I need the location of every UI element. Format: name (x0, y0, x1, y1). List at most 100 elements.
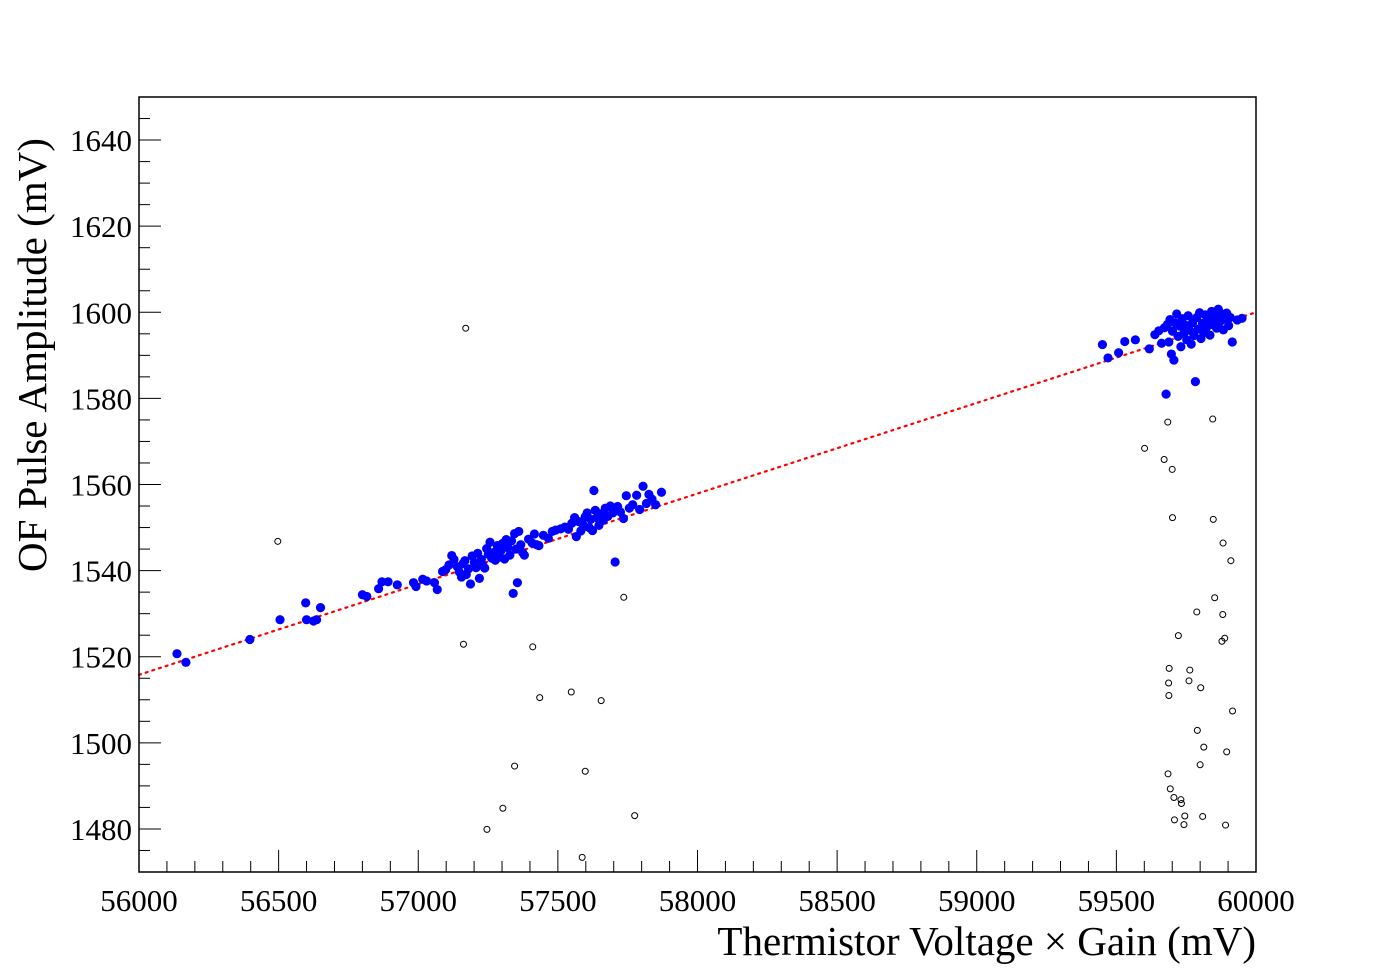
rejected-point (483, 825, 491, 833)
y-tick-label: 1600 (70, 295, 132, 330)
selected-point (429, 578, 440, 588)
selected-point (301, 598, 311, 608)
rejected-point (1209, 415, 1217, 423)
selected-point (1224, 321, 1234, 331)
selected-point (373, 584, 384, 594)
rejected-point (499, 804, 507, 812)
rejected-point (1164, 770, 1172, 778)
selected-point (635, 504, 645, 515)
rejected-point (1221, 634, 1229, 642)
selected-point (301, 615, 312, 625)
selected-point (1190, 376, 1201, 387)
y-tick-label: 1620 (70, 209, 132, 244)
selected-point (1114, 348, 1124, 358)
selected-point (172, 649, 182, 659)
x-tick-label: 60000 (1217, 883, 1295, 918)
x-tick-label: 58000 (659, 883, 737, 918)
rejected-point (462, 324, 470, 332)
rejected-point (1196, 761, 1204, 769)
y-axis-tick-labels: 1480 1500 1520 1540 1560 1580 1600 1620 1640 (70, 123, 132, 847)
selected-point (505, 550, 515, 560)
selected-point (181, 657, 191, 667)
x-tick-label: 57000 (380, 883, 458, 918)
selected-point (608, 508, 618, 518)
fit-line (137, 311, 1258, 676)
rejected-point (1174, 632, 1182, 640)
y-axis-ticks (139, 96, 161, 873)
rejected-points-layer (274, 324, 1237, 861)
selected-point (449, 554, 459, 565)
selected-point (460, 556, 470, 566)
rejected-point (1200, 743, 1208, 751)
selected-point (1237, 313, 1247, 323)
selected-point (587, 525, 598, 536)
selected-point (519, 550, 529, 560)
fit-line-layer (137, 311, 1258, 676)
selected-point (543, 533, 553, 543)
selected-point (1120, 336, 1130, 347)
selected-point (638, 481, 648, 491)
rejected-point (1141, 444, 1149, 452)
selected-point (312, 615, 322, 625)
selected-point (496, 546, 506, 556)
rejected-point (1199, 812, 1207, 820)
selected-point (383, 577, 393, 587)
x-axis-tick-labels: 56000 56500 57000 57500 58000 58500 59000 59500… (100, 883, 1295, 918)
rejected-point (1165, 664, 1173, 672)
rejected-point (1186, 666, 1194, 674)
selected-point (618, 513, 629, 524)
rejected-point (1223, 748, 1231, 756)
x-axis-title: Thermistor Voltage × Gain (mV) (717, 918, 1256, 964)
x-tick-label: 58500 (798, 883, 876, 918)
selected-point (465, 579, 476, 589)
rejected-point (1193, 608, 1201, 616)
rejected-point (1227, 557, 1235, 565)
selected-point (275, 615, 285, 625)
rejected-point (1164, 418, 1172, 426)
selected-point (632, 490, 642, 500)
y-tick-label: 1580 (70, 381, 132, 416)
x-tick-label: 59500 (1078, 883, 1156, 918)
selected-point (315, 603, 326, 613)
y-axis-title: OF Pulse Amplitude (mV) (9, 138, 55, 572)
rejected-point (459, 640, 467, 648)
rejected-point (1165, 679, 1173, 687)
y-tick-label: 1560 (70, 468, 132, 503)
selected-point (651, 500, 661, 510)
rejected-point (1209, 515, 1217, 523)
selected-point (514, 526, 524, 537)
selected-point (621, 491, 631, 501)
x-tick-label: 57500 (519, 883, 597, 918)
selected-point (1097, 339, 1108, 350)
rejected-point (1219, 611, 1227, 619)
y-tick-label: 1480 (70, 812, 132, 847)
selected-point (1169, 355, 1179, 365)
selected-point (480, 563, 490, 573)
rejected-point (581, 767, 589, 775)
rejected-point (620, 593, 628, 601)
rejected-point (1170, 794, 1178, 802)
selected-point (512, 578, 522, 588)
selected-point (1225, 312, 1235, 323)
x-tick-label: 56000 (100, 883, 178, 918)
selected-point (589, 485, 599, 496)
selected-point (432, 584, 442, 595)
rejected-point (1170, 816, 1178, 824)
rejected-point (274, 537, 282, 545)
selected-point (628, 500, 638, 510)
selected-point (503, 543, 513, 553)
rejected-point (597, 697, 605, 705)
selected-point (471, 562, 481, 573)
x-tick-label: 59000 (938, 883, 1016, 918)
rejected-point (1211, 594, 1219, 602)
rejected-point (1229, 707, 1237, 715)
rejected-point (1166, 785, 1174, 793)
selected-point (474, 573, 485, 583)
selected-point (1144, 344, 1154, 354)
x-axis-ticks (138, 850, 1257, 872)
rejected-point (1181, 812, 1189, 820)
selected-point (1205, 330, 1215, 340)
rejected-point (1169, 514, 1177, 522)
